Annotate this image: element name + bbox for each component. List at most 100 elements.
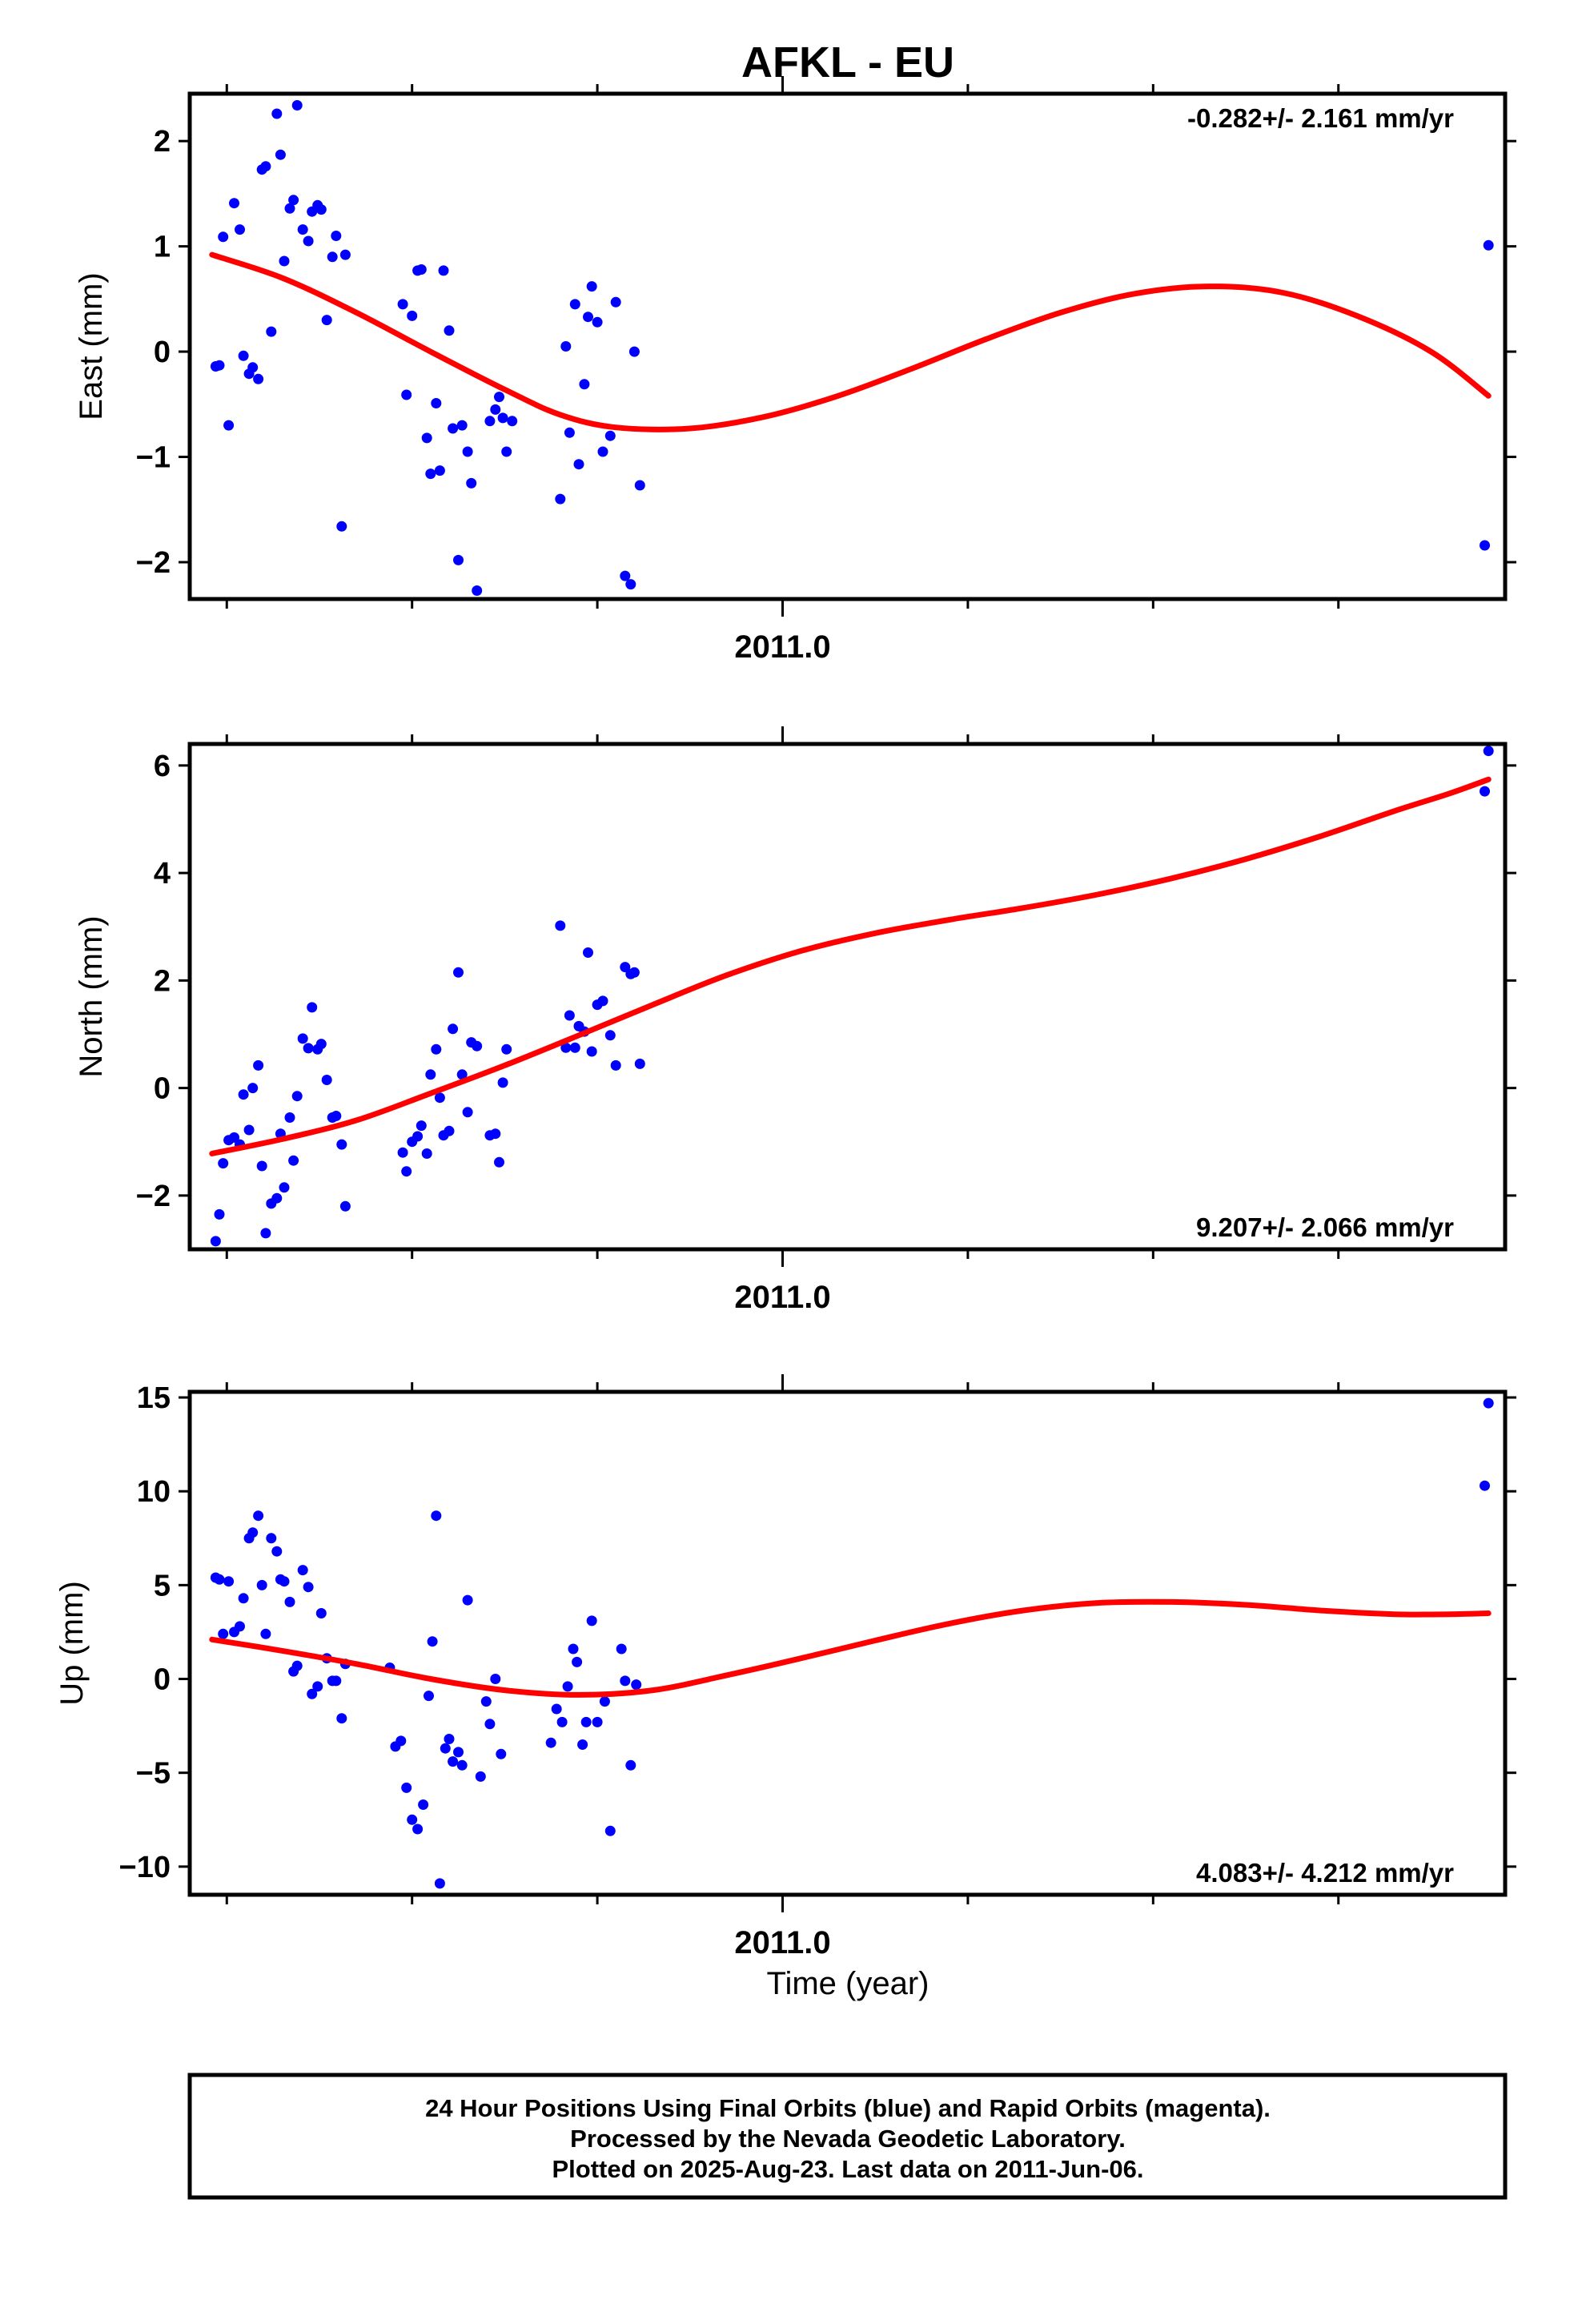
data-point [462,1594,473,1606]
data-point [1480,786,1490,797]
data-point [214,1208,225,1220]
data-points [210,100,1494,596]
y-tick-label: 0 [154,1663,171,1697]
data-point [303,1582,314,1593]
data-point [569,1042,580,1053]
data-point [401,1166,412,1177]
panel-up: −10 −5 0 5 10 15 2011.0 Up (mm) 4.083+/- 4.212 m… [54,1374,1516,1960]
data-point [315,204,327,215]
y-tick-label: 15 [137,1381,171,1415]
data-point [583,947,593,958]
x-tick-label: 2011.0 [734,629,830,665]
data-point [279,1576,290,1587]
model-curve [209,251,1492,432]
data-point [247,1527,259,1538]
data-point [494,392,504,403]
data-point [494,1156,504,1168]
data-point [336,1139,347,1150]
data-point [327,251,338,263]
data-point [628,967,640,978]
data-point [297,1565,308,1576]
data-point [223,420,235,431]
data-point [431,1510,442,1522]
data-point [507,416,518,427]
data-point [634,480,645,491]
data-point [610,296,621,308]
x-axis-label: Time (year) [767,1966,930,2001]
data-point [260,1228,271,1239]
data-point [336,1713,347,1724]
data-point [416,1120,427,1132]
data-point [440,1743,451,1754]
data-point [253,1059,264,1071]
data-point [214,1574,225,1585]
data-point [569,299,580,310]
data-point [218,1628,229,1639]
data-point [331,231,342,241]
data-point [238,1593,249,1604]
data-point [620,1675,631,1687]
data-point [235,224,245,235]
data-point [592,316,603,328]
data-point [572,1656,583,1667]
data-point [490,404,501,415]
data-point [568,1643,579,1655]
data-point [412,1131,424,1142]
footer-box: 24 Hour Positions Using Final Orbits (bl… [187,2073,1508,2200]
data-point [604,1030,616,1041]
data-point [597,995,608,1007]
data-point [223,1576,235,1587]
data-point [562,1681,573,1692]
data-point [331,1111,342,1121]
data-point [424,1691,434,1702]
data-point [490,1128,501,1140]
data-point [434,1878,445,1889]
y-tick-label: −5 [136,1757,171,1791]
plot-frame [187,1389,1508,1897]
footer-line-3: Plotted on 2025-Aug-23. Last data on 201… [552,2155,1143,2183]
data-point [580,1716,592,1727]
data-point [586,1615,597,1626]
data-point [579,379,590,390]
data-point [331,1675,342,1687]
x-tick-label: 2011.0 [734,1280,830,1315]
data-point [291,100,303,111]
data-point [444,325,455,336]
data-point [260,161,271,172]
data-point [315,1039,327,1050]
data-point [312,1681,323,1692]
data-point [634,1058,645,1069]
y-tick-label: 4 [154,857,171,891]
data-point [434,1092,445,1104]
data-point [592,1716,603,1727]
data-point [466,477,477,489]
y-tick-label: 2 [154,964,171,998]
y-axis-label: North (mm) [74,915,109,1077]
data-point [497,1077,508,1088]
data-point [421,1148,432,1159]
data-point [484,416,496,427]
data-point [631,1679,642,1691]
data-point [253,1510,264,1522]
data-point [235,1621,245,1632]
panel-east: −2 −1 0 1 2 2011.0 East (mm) -0.282+/- 2.161 mm… [74,76,1516,665]
data-point [401,1782,412,1793]
data-point [275,149,286,160]
data-point [444,1734,455,1744]
data-point [288,1155,299,1166]
data-point [586,1046,597,1057]
data-point [456,1069,468,1080]
data-point [1480,540,1490,551]
data-point [475,1771,486,1782]
y-tick-label: 6 [154,750,171,783]
y-tick-label: 2 [154,125,171,159]
data-point [472,1040,483,1051]
data-point [284,1596,295,1607]
data-point [448,1023,459,1035]
data-point [397,299,408,310]
data-point [555,493,566,505]
data-point [604,430,616,441]
data-point [620,570,631,581]
data-point [497,412,508,424]
data-point [625,1759,636,1771]
